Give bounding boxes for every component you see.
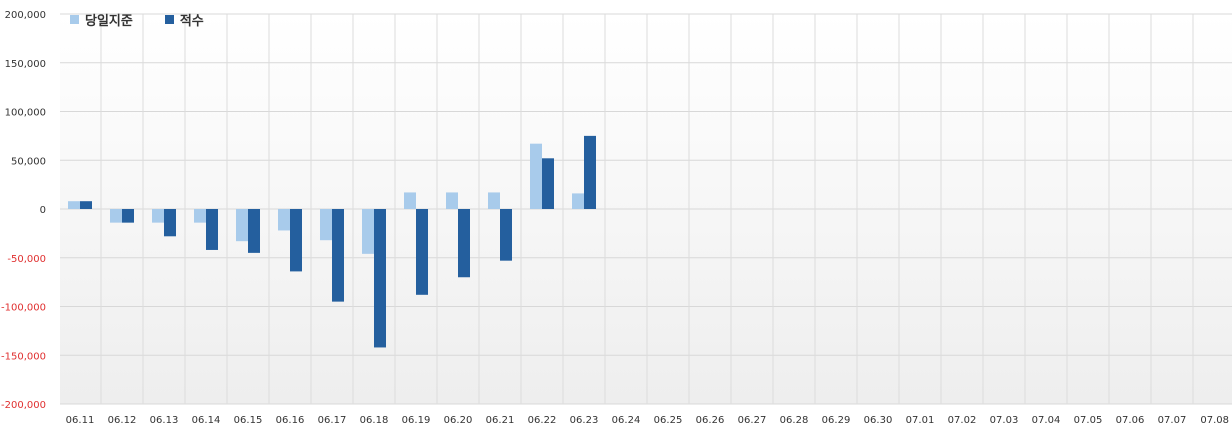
y-tick-label: -50,000 <box>7 254 46 265</box>
x-tick-label: 07.01 <box>906 415 935 426</box>
x-tick-label: 06.22 <box>528 415 557 426</box>
bar-cumulative-06.22 <box>542 158 554 209</box>
x-tick-label: 06.15 <box>234 415 263 426</box>
bar-cumulative-06.15 <box>248 209 260 253</box>
x-tick-label: 06.30 <box>864 415 893 426</box>
x-tick-label: 06.12 <box>108 415 137 426</box>
y-tick-label: -100,000 <box>1 303 46 314</box>
x-tick-label: 06.25 <box>654 415 683 426</box>
bar-daily-reserve-06.16 <box>278 209 290 231</box>
bar-daily-reserve-06.17 <box>320 209 332 241</box>
x-axis-ticks: 06.11 06.12 06.13 06.14 06.15 06.16 06.17 06.18… <box>66 415 1229 426</box>
x-tick-label: 06.20 <box>444 415 473 426</box>
legend-item-cumulative: 적수 <box>164 10 204 29</box>
bar-cumulative-06.12 <box>122 209 134 223</box>
y-tick-label: 0 <box>40 205 46 216</box>
bar-cumulative-06.14 <box>206 209 218 250</box>
x-tick-label: 06.21 <box>486 415 515 426</box>
x-tick-label: 06.17 <box>318 415 347 426</box>
bar-daily-reserve-06.23 <box>572 193 584 209</box>
x-tick-label: 07.05 <box>1074 415 1103 426</box>
grid-lines <box>60 13 1232 405</box>
bar-daily-reserve-06.11 <box>68 201 80 209</box>
x-tick-label: 06.26 <box>696 415 725 426</box>
y-tick-label: -150,000 <box>1 351 46 362</box>
legend-item-daily-reserve: 당일지준 <box>70 10 133 29</box>
legend-label-daily-reserve: 당일지준 <box>85 14 133 29</box>
y-tick-label: 150,000 <box>5 59 46 70</box>
x-tick-label: 06.27 <box>738 415 767 426</box>
x-tick-label: 06.14 <box>192 415 221 426</box>
y-tick-label: 100,000 <box>5 108 46 119</box>
legend-label-cumulative: 적수 <box>179 14 204 29</box>
bar-cumulative-06.20 <box>458 209 470 278</box>
bar-daily-reserve-06.15 <box>236 209 248 242</box>
bar-daily-reserve-06.12 <box>110 209 122 223</box>
bar-cumulative-06.21 <box>500 209 512 261</box>
y-tick-label: 50,000 <box>11 156 46 167</box>
bar-cumulative-06.18 <box>374 209 386 348</box>
legend: 당일지준 적수 <box>70 10 204 29</box>
bar-cumulative-06.16 <box>290 209 302 272</box>
x-tick-label: 07.06 <box>1116 415 1145 426</box>
x-tick-label: 07.03 <box>990 415 1019 426</box>
x-tick-label: 07.08 <box>1200 415 1229 426</box>
legend-swatch-daily-reserve <box>70 15 79 24</box>
y-tick-label: 200,000 <box>5 10 46 21</box>
x-tick-label: 06.24 <box>612 415 641 426</box>
bar-cumulative-06.17 <box>332 209 344 302</box>
x-tick-label: 06.18 <box>360 415 389 426</box>
x-tick-label: 07.02 <box>948 415 977 426</box>
y-axis-ticks: 200,000 150,000 100,000 50,000 0 -50,000 -100,… <box>1 10 46 411</box>
bar-cumulative-06.13 <box>164 209 176 237</box>
x-tick-label: 06.11 <box>66 415 95 426</box>
x-tick-label: 06.28 <box>780 415 809 426</box>
bar-daily-reserve-06.14 <box>194 209 206 223</box>
x-tick-label: 06.23 <box>570 415 599 426</box>
y-tick-label: -200,000 <box>1 400 46 411</box>
bar-daily-reserve-06.18 <box>362 209 374 254</box>
bar-cumulative-06.11 <box>80 201 92 209</box>
legend-swatch-cumulative <box>164 15 174 24</box>
x-tick-label: 07.04 <box>1032 415 1061 426</box>
bar-daily-reserve-06.19 <box>404 192 416 209</box>
bar-daily-reserve-06.13 <box>152 209 164 223</box>
bar-daily-reserve-06.21 <box>488 192 500 209</box>
bars <box>68 135 596 348</box>
x-tick-label: 06.29 <box>822 415 851 426</box>
bar-daily-reserve-06.22 <box>530 143 542 209</box>
x-tick-label: 06.13 <box>150 415 179 426</box>
x-tick-label: 06.16 <box>276 415 305 426</box>
x-tick-label: 07.07 <box>1158 415 1187 426</box>
bar-daily-reserve-06.20 <box>446 192 458 209</box>
x-tick-label: 06.19 <box>402 415 431 426</box>
bar-cumulative-06.19 <box>416 209 428 295</box>
bar-cumulative-06.23 <box>584 135 596 209</box>
